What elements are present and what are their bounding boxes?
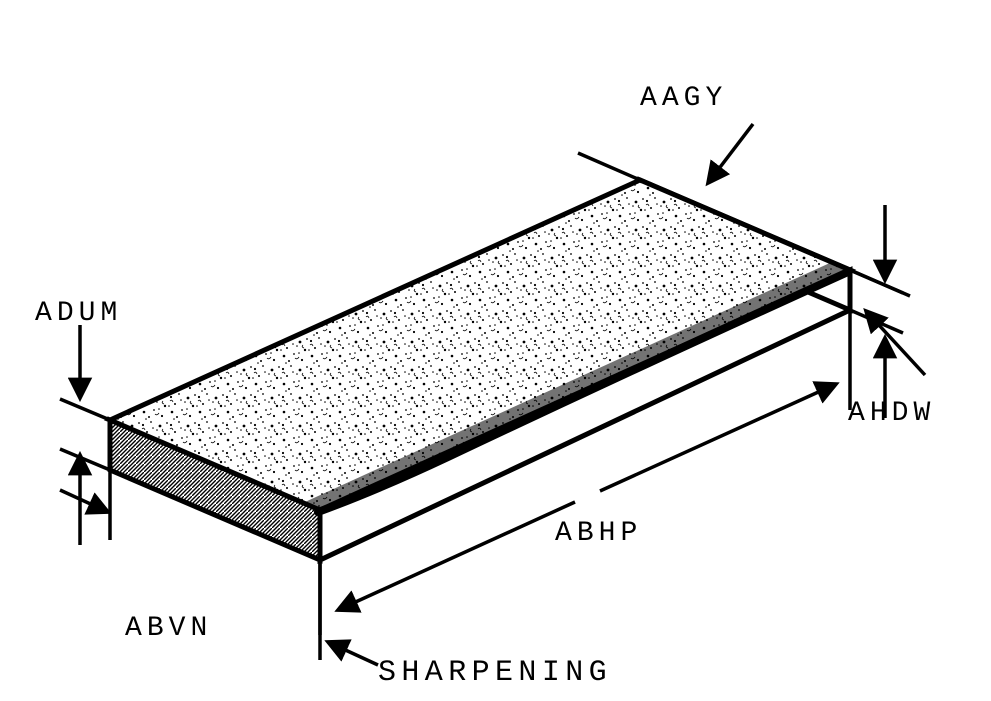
- label-aagy: AAGY: [640, 83, 727, 114]
- sharpening-stone-diagram: AAGY AHDW ABHP ADUM: [0, 0, 991, 701]
- label-abvn: ABVN: [125, 613, 212, 644]
- label-abhp: ABHP: [555, 518, 642, 549]
- dim-right-thickness: [850, 205, 903, 418]
- label-adum: ADUM: [35, 298, 122, 329]
- label-ahdw: AHDW: [848, 398, 935, 429]
- diagram-title: SHARPENING: [378, 656, 612, 690]
